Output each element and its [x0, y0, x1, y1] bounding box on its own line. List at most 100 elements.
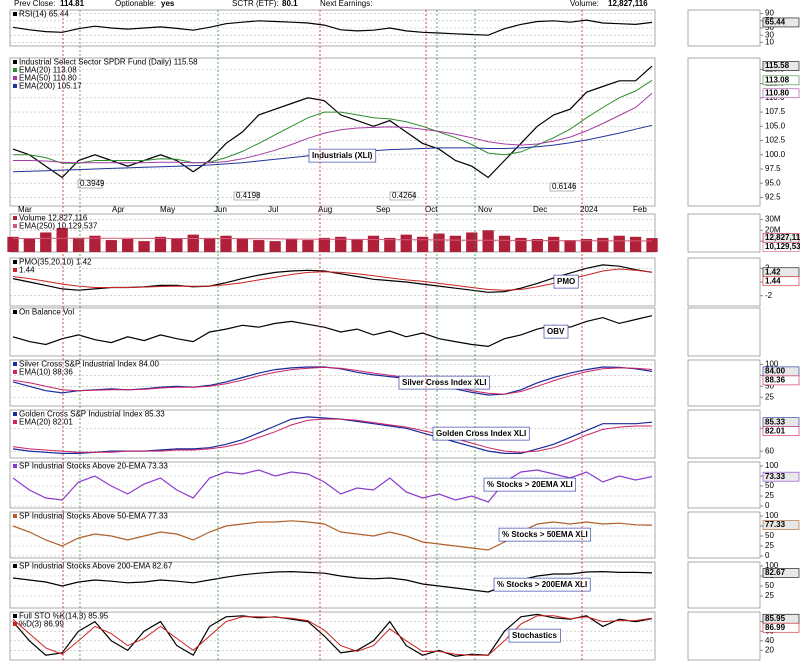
bar	[564, 240, 576, 252]
last-value-box	[762, 276, 800, 287]
header-value: 12,827,116	[608, 0, 648, 8]
y-tick-label: 10	[765, 38, 774, 47]
mini-panel-frame	[687, 561, 761, 609]
annotation-box	[493, 577, 591, 592]
bar	[203, 237, 216, 252]
last-value-label: 84.00	[765, 366, 786, 375]
y-tick-label: 100	[765, 511, 779, 520]
legend-swatch	[13, 362, 17, 366]
bar	[548, 236, 560, 252]
mini-panel-frame	[687, 461, 761, 509]
legend-swatch	[13, 68, 17, 72]
y-tick-label: 30M	[765, 215, 781, 224]
y-tick-label: 25	[765, 491, 774, 500]
bar	[269, 241, 281, 252]
bar	[138, 241, 150, 252]
annotation-box	[308, 148, 377, 163]
last-value-box	[762, 242, 800, 252]
legend-entry: PMO(35,20,10) 1.42	[19, 258, 92, 267]
mini-panel-frame	[687, 611, 761, 661]
header-label: Optionable:	[115, 0, 156, 8]
annotation: Silver Cross Index XLI	[402, 378, 486, 387]
bar	[236, 238, 249, 252]
legend-swatch	[13, 412, 17, 416]
bar	[40, 232, 52, 252]
legend-swatch	[13, 260, 17, 264]
bar	[318, 237, 330, 252]
y-tick-label: 100	[765, 359, 779, 368]
y-tick-label: 92.5	[765, 193, 781, 202]
annotation-box	[398, 375, 490, 390]
bar	[302, 240, 314, 252]
annotation-box	[508, 628, 561, 643]
series-line	[12, 520, 653, 551]
annotation-box	[483, 477, 577, 492]
series-line	[12, 418, 652, 453]
y-tick-label: 102.5	[765, 136, 786, 145]
annotation: % Stocks > 20EMA XLI	[487, 480, 573, 489]
legend-swatch	[13, 564, 17, 568]
annotation: PMO	[557, 277, 575, 286]
last-value-box	[762, 426, 800, 436]
legend-entry: EMA(20) 113.08	[19, 66, 77, 75]
last-value-label: 82.67	[765, 568, 786, 577]
last-value-box	[762, 568, 800, 578]
y-tick-label: 30	[765, 30, 774, 39]
last-value-label: 85.95	[765, 614, 786, 623]
bar	[433, 233, 445, 252]
legend-entry: On Balance Vol	[19, 308, 74, 317]
x-tick-label: Oct	[425, 205, 438, 214]
legend-entry: Silver Cross S&P Industrial Index 84.00	[19, 360, 159, 369]
last-value-box	[762, 520, 800, 530]
bar	[154, 236, 167, 252]
last-value-label: 10,129,537	[765, 242, 800, 251]
series-line	[12, 416, 653, 454]
legend-swatch	[13, 76, 17, 80]
y-tick-label: 25	[765, 591, 774, 600]
header-label: Next Earnings:	[320, 0, 372, 8]
legend-entry: SP Industrial Stocks Above 50-EMA 77.33	[19, 512, 168, 521]
mini-panel-frame	[687, 511, 761, 559]
y-tick-label: 20	[765, 646, 774, 655]
mini-panel-frame	[687, 307, 761, 357]
series-line	[13, 92, 653, 164]
last-value-label: 12,827,116	[765, 233, 800, 242]
legend-entry: Volume 12,827,116	[19, 214, 88, 223]
bar	[253, 240, 265, 252]
mini-panel-frame	[687, 257, 761, 307]
legend-entry: EMA(50) 110.80	[19, 74, 77, 83]
last-value-box	[762, 375, 800, 386]
legend-entry: Full STO %K(14,3) 85.95	[19, 612, 109, 621]
legend-entry: EMA(10) 88.36	[19, 368, 73, 377]
x-tick-label: Aug	[318, 205, 332, 214]
bar	[613, 235, 625, 252]
last-value-box	[762, 61, 800, 71]
last-value-label: 1.44	[765, 276, 781, 285]
header-label: Prev Close:	[14, 0, 55, 8]
mini-panel-frame	[687, 213, 761, 253]
marker-box	[549, 182, 575, 192]
annotation: Golden Cross Index XLI	[436, 429, 526, 438]
header-value: 80.1	[282, 0, 298, 8]
annotation-box	[543, 324, 569, 339]
y-tick-label: 50	[765, 481, 774, 490]
bar	[105, 240, 117, 252]
last-value-box	[762, 88, 800, 99]
last-value-label: 86.99	[765, 623, 786, 632]
last-value-label: 113.08	[765, 75, 790, 84]
legend-swatch	[13, 224, 17, 228]
legend-entry: SP Industrial Stocks Above 200-EMA 82.67	[19, 562, 173, 571]
bar	[531, 238, 543, 252]
bar	[466, 232, 478, 252]
marker-label: 0.4264	[392, 191, 417, 200]
panel-frame	[9, 57, 656, 207]
series-line	[13, 79, 653, 164]
bar	[515, 237, 527, 252]
x-tick-label: 2024	[580, 205, 598, 214]
y-tick-label: 20M	[765, 225, 781, 234]
bar	[7, 236, 19, 252]
x-tick-label: May	[160, 205, 175, 214]
mini-panel-frame	[687, 9, 761, 47]
legend-entry: RSI(14) 65.44	[19, 10, 69, 19]
marker-label: 0.6146	[552, 182, 577, 191]
